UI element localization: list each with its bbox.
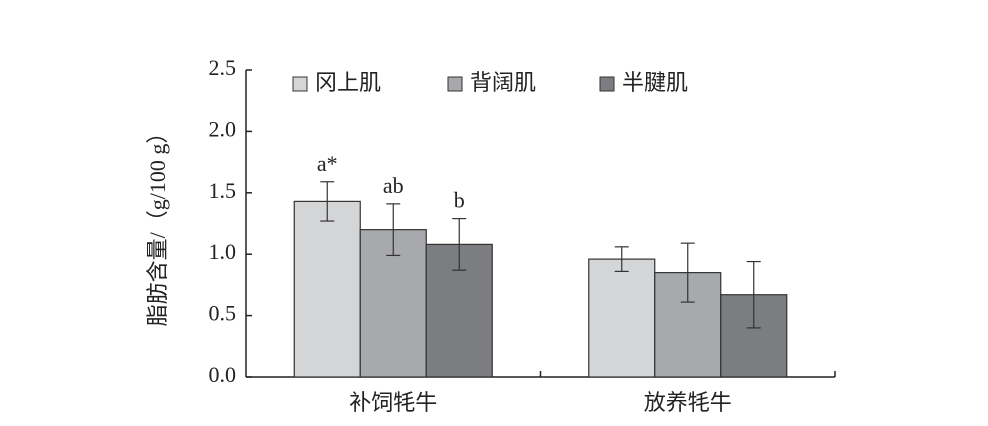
y-tick-label: 0.5 — [209, 301, 237, 326]
legend-label: 背阔肌 — [470, 70, 536, 95]
y-tick-label: 1.5 — [209, 178, 237, 203]
legend-label: 冈上肌 — [315, 70, 381, 95]
error-bar — [452, 217, 467, 271]
legend-swatch — [292, 76, 308, 92]
legend-label: 半腱肌 — [622, 70, 688, 95]
y-axis-label: 脂肪含量/（g/100 g） — [145, 122, 170, 327]
error-bar — [614, 246, 629, 272]
legend-swatch — [447, 76, 463, 92]
legend-swatch — [599, 76, 615, 92]
y-tick-label: 2.0 — [209, 116, 237, 141]
bar — [293, 200, 361, 378]
significance-label: ab — [383, 173, 404, 198]
y-tick-label: 1.0 — [209, 239, 237, 264]
x-tick-label: 放养牦牛 — [644, 390, 732, 415]
x-tick-label: 补饲牦牛 — [349, 390, 437, 415]
significance-label: b — [454, 188, 465, 213]
error-bar — [746, 260, 761, 329]
y-tick-label: 0.0 — [209, 362, 237, 387]
significance-label: a* — [317, 151, 338, 176]
bar — [588, 258, 656, 378]
error-bar — [680, 242, 695, 303]
error-bar — [320, 181, 335, 222]
error-bar — [386, 203, 401, 257]
y-tick-label: 2.5 — [209, 55, 237, 80]
